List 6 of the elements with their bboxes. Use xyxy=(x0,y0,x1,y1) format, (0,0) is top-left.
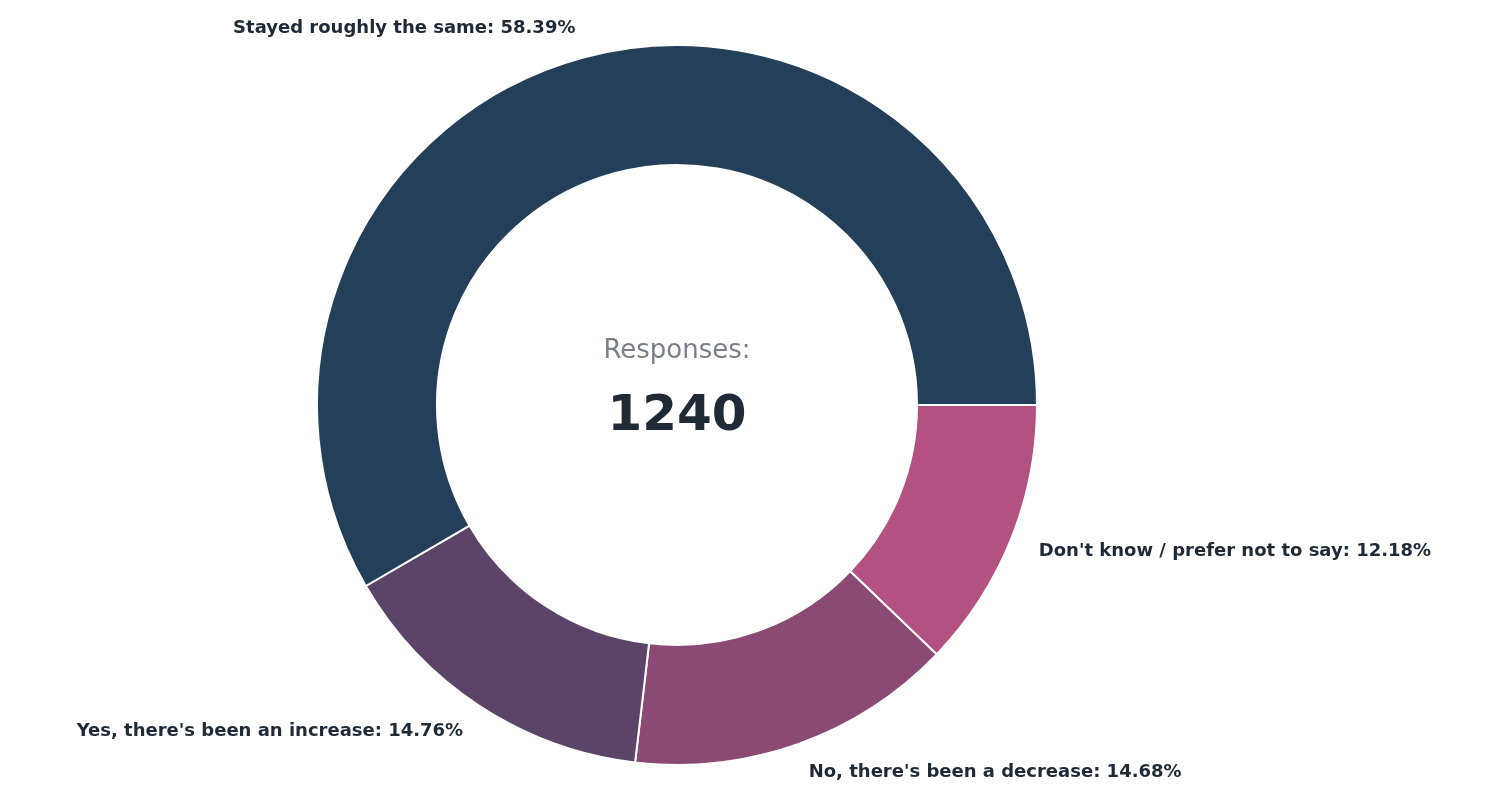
slice-label: Yes, there's been an increase: 14.76% xyxy=(75,719,464,741)
slice-label: Stayed roughly the same: 58.39% xyxy=(233,16,576,38)
text: 1240 xyxy=(607,384,747,442)
slice-label: Don't know / prefer not to say: 12.18% xyxy=(1038,538,1432,560)
text: Responses: xyxy=(603,334,751,364)
slice-label: No, there's been a decrease: 14.68% xyxy=(808,760,1182,782)
